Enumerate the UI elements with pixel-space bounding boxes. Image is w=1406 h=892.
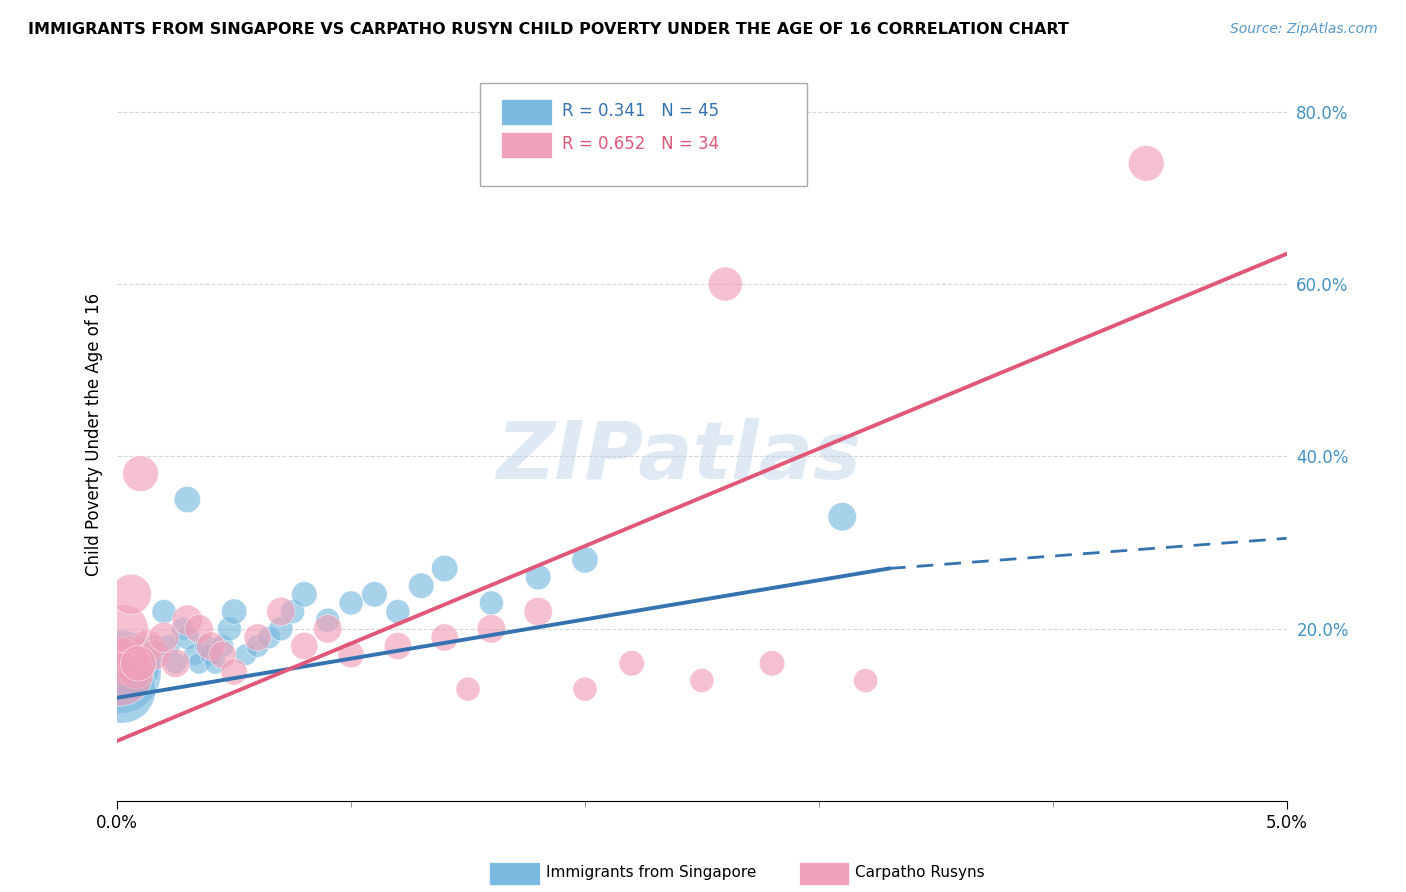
Point: [153, 631, 176, 645]
FancyBboxPatch shape: [479, 83, 807, 186]
Point: [129, 657, 152, 671]
Point: [112, 622, 135, 636]
Point: [195, 639, 218, 653]
Point: [481, 622, 503, 636]
Text: Source: ZipAtlas.com: Source: ZipAtlas.com: [1230, 22, 1378, 37]
Point: [111, 682, 134, 697]
Point: [125, 665, 148, 679]
Point: [527, 570, 550, 584]
Point: [690, 673, 713, 688]
Point: [153, 605, 176, 619]
Point: [129, 467, 152, 481]
Point: [111, 657, 134, 671]
Point: [281, 605, 304, 619]
Point: [363, 587, 385, 601]
Point: [246, 631, 269, 645]
Y-axis label: Child Poverty Under the Age of 16: Child Poverty Under the Age of 16: [86, 293, 103, 576]
Point: [761, 657, 783, 671]
Point: [165, 657, 187, 671]
Point: [148, 648, 170, 662]
Text: IMMIGRANTS FROM SINGAPORE VS CARPATHO RUSYN CHILD POVERTY UNDER THE AGE OF 16 CO: IMMIGRANTS FROM SINGAPORE VS CARPATHO RU…: [28, 22, 1069, 37]
Point: [172, 622, 194, 636]
Point: [292, 587, 315, 601]
Text: Carpatho Rusyns: Carpatho Rusyns: [855, 865, 984, 880]
Point: [176, 492, 198, 507]
Point: [122, 673, 145, 688]
Point: [211, 648, 233, 662]
Point: [211, 639, 233, 653]
Point: [257, 631, 280, 645]
Point: [204, 657, 226, 671]
Point: [481, 596, 503, 610]
Point: [136, 639, 159, 653]
Point: [235, 648, 257, 662]
Point: [118, 665, 141, 679]
Point: [112, 657, 135, 671]
Point: [132, 657, 155, 671]
Point: [855, 673, 877, 688]
FancyBboxPatch shape: [501, 131, 553, 158]
Point: [218, 622, 240, 636]
Point: [246, 639, 269, 653]
Point: [165, 657, 187, 671]
Point: [120, 587, 142, 601]
Point: [340, 648, 363, 662]
Point: [183, 648, 205, 662]
Point: [387, 605, 409, 619]
Point: [340, 596, 363, 610]
Point: [270, 622, 292, 636]
Point: [574, 682, 596, 697]
Point: [127, 657, 149, 671]
FancyBboxPatch shape: [501, 98, 553, 125]
Point: [108, 665, 131, 679]
Point: [120, 648, 142, 662]
Point: [224, 605, 246, 619]
Point: [433, 561, 456, 575]
Point: [831, 509, 853, 524]
Point: [387, 639, 409, 653]
Text: ZIPatlas: ZIPatlas: [496, 417, 860, 496]
Point: [200, 648, 222, 662]
Point: [136, 665, 159, 679]
Point: [292, 639, 315, 653]
Point: [411, 579, 433, 593]
Point: [433, 631, 456, 645]
Point: [188, 622, 211, 636]
Point: [316, 622, 339, 636]
Point: [270, 605, 292, 619]
Text: R = 0.341   N = 45: R = 0.341 N = 45: [561, 102, 718, 120]
Point: [115, 657, 138, 671]
Point: [1135, 156, 1157, 170]
Point: [714, 277, 737, 291]
Point: [457, 682, 479, 697]
Point: [527, 605, 550, 619]
Point: [125, 665, 148, 679]
Point: [157, 639, 180, 653]
Point: [143, 648, 166, 662]
Point: [620, 657, 643, 671]
Point: [176, 631, 198, 645]
Point: [143, 639, 166, 653]
Point: [111, 673, 134, 688]
Point: [176, 613, 198, 627]
Text: Immigrants from Singapore: Immigrants from Singapore: [546, 865, 756, 880]
Point: [316, 613, 339, 627]
Point: [118, 648, 141, 662]
Point: [574, 553, 596, 567]
Point: [200, 639, 222, 653]
Point: [188, 657, 211, 671]
Point: [224, 665, 246, 679]
Point: [108, 665, 131, 679]
Text: R = 0.652   N = 34: R = 0.652 N = 34: [561, 135, 718, 153]
Point: [127, 648, 149, 662]
